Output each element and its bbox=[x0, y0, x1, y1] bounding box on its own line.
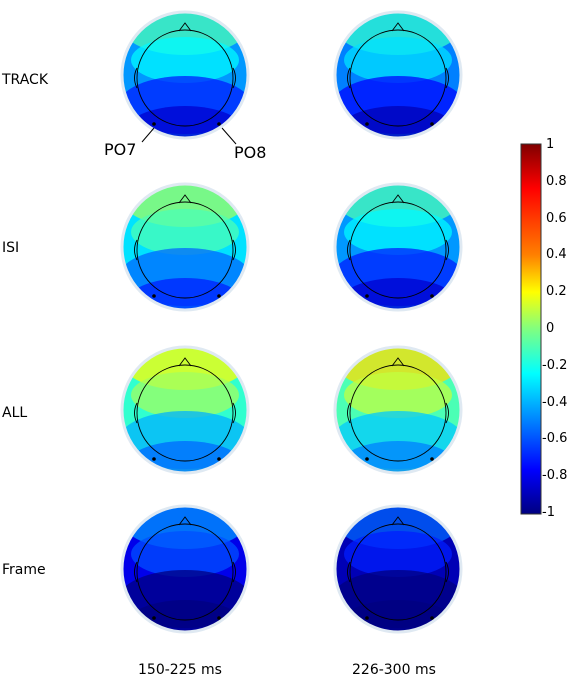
colorbar-tick-label: 0.2 bbox=[546, 284, 567, 300]
topomap-track-150-225 bbox=[120, 10, 250, 140]
topomap-isi-150-225 bbox=[120, 182, 250, 312]
colorbar-tick-label: 0.8 bbox=[546, 173, 567, 189]
col-label-226-300: 226-300 ms bbox=[352, 662, 436, 678]
colorbar-tick-label: 1 bbox=[546, 137, 555, 152]
colorbar-tick-label: -0.6 bbox=[542, 431, 568, 447]
colorbar-tick-label: -1 bbox=[542, 505, 555, 520]
topomap-track-226-300 bbox=[333, 10, 463, 140]
colorbar-tick-label: -0.8 bbox=[542, 468, 568, 484]
electrode-label-po7: PO7 bbox=[104, 140, 137, 159]
row-label-track: TRACK bbox=[2, 72, 48, 88]
topomap-all-150-225 bbox=[120, 345, 250, 475]
colorbar-tick-label: 0.6 bbox=[546, 210, 567, 226]
electrode-label-po8: PO8 bbox=[234, 143, 267, 162]
colorbar-tick-label: -0.2 bbox=[542, 357, 568, 373]
colorbar bbox=[520, 143, 542, 515]
row-label-all: ALL bbox=[2, 405, 28, 421]
topomap-frame-150-225 bbox=[120, 504, 250, 634]
topomap-frame-226-300 bbox=[333, 504, 463, 634]
topomap-all-226-300 bbox=[333, 345, 463, 475]
row-label-isi: ISI bbox=[2, 240, 20, 256]
topomap-isi-226-300 bbox=[333, 182, 463, 312]
colorbar-tick-label: 0 bbox=[546, 321, 555, 336]
colorbar-tick-label: 0.4 bbox=[546, 247, 567, 263]
col-label-150-225: 150-225 ms bbox=[138, 662, 222, 678]
colorbar-tick-label: -0.4 bbox=[542, 394, 568, 410]
row-label-frame: Frame bbox=[2, 562, 46, 578]
